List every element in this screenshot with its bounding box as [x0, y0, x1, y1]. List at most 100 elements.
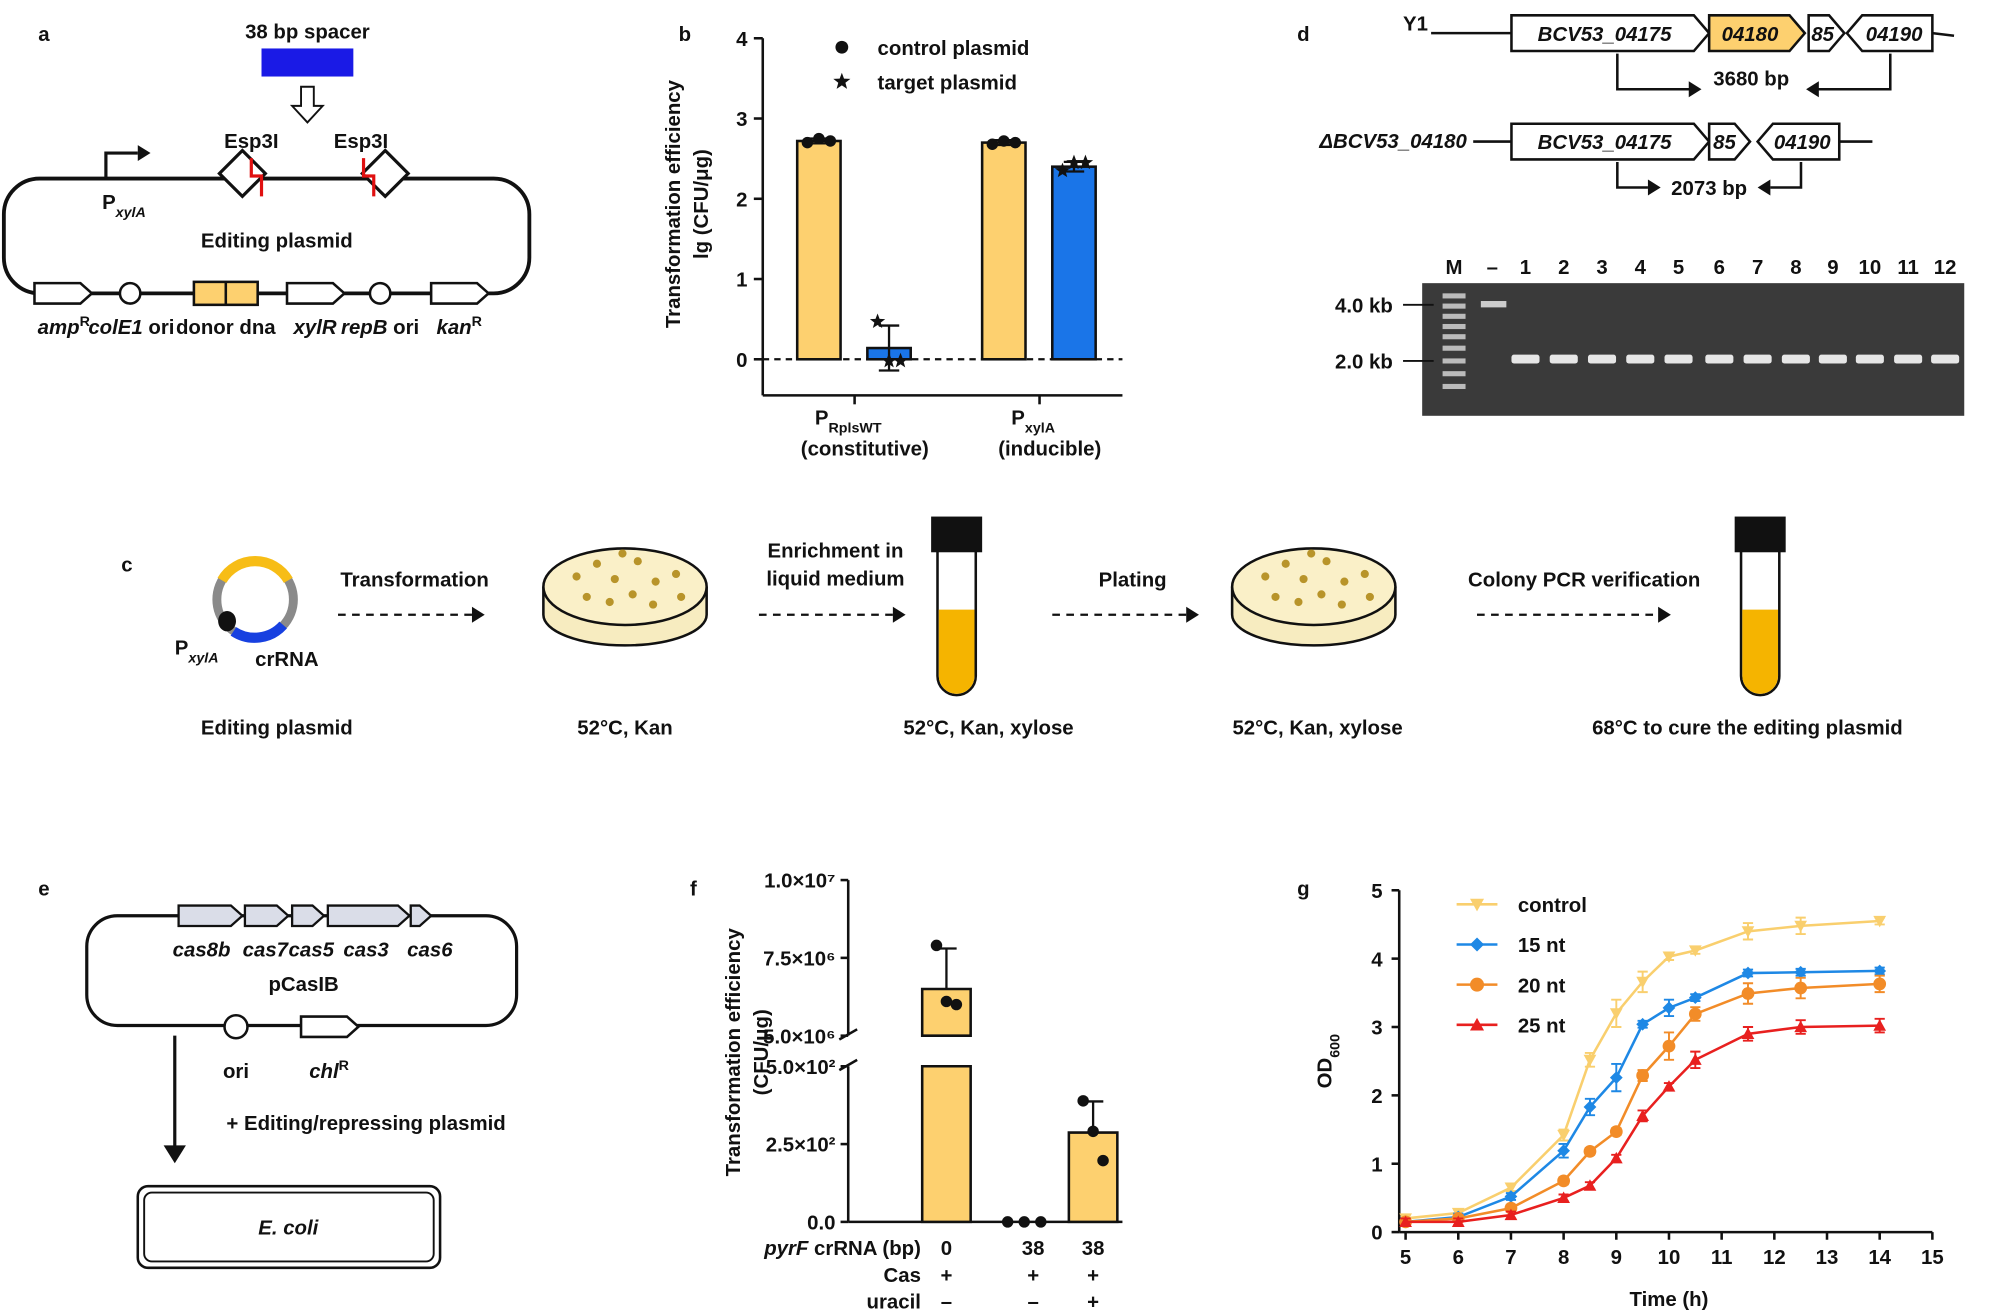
condition-value: +: [1027, 1265, 1039, 1287]
element-label: ampR: [38, 314, 91, 339]
data-point: [1557, 1144, 1571, 1158]
locus-line: [1932, 31, 1955, 37]
gene-label: cas7: [243, 940, 290, 962]
bar: [980, 141, 1027, 361]
tube-liquid: [938, 609, 975, 694]
x-tick-label: 8: [1558, 1247, 1569, 1269]
ladder-band: [1442, 334, 1466, 340]
y-axis-label: (CFU/μg): [751, 1009, 773, 1095]
y-tick-label: 5: [1371, 881, 1382, 903]
x-tick-label: PRplsWT: [815, 408, 882, 437]
y-tick-label: 2: [736, 189, 747, 211]
gel-band: [1626, 354, 1655, 364]
element-label: chlR: [309, 1058, 349, 1083]
data-point: [1504, 1208, 1518, 1221]
gene-arrow: [285, 281, 347, 305]
ladder-band: [1442, 371, 1466, 377]
gene-box: [1707, 14, 1807, 53]
hollow-arrow: [289, 85, 325, 124]
data-point: [1609, 1151, 1623, 1164]
host-box: [136, 1184, 442, 1270]
category-note: (inducible): [998, 438, 1101, 460]
legend-marker: [1470, 937, 1485, 952]
step-label: + Editing/repressing plasmid: [226, 1113, 505, 1135]
colony: [610, 574, 619, 584]
text-part: Cas: [884, 1265, 921, 1287]
data-point: [1035, 1216, 1047, 1228]
y-tick-label: 1: [736, 270, 747, 292]
y-tick-label: 3: [736, 109, 747, 131]
text-part: pyrF: [763, 1238, 809, 1260]
colony: [592, 559, 602, 568]
colony: [651, 577, 660, 586]
legend-label: control: [1518, 895, 1587, 917]
colony: [1322, 557, 1331, 566]
gene-arrow: [177, 904, 245, 928]
gene-arrow: [429, 281, 491, 305]
gene-box: [1707, 122, 1752, 161]
ori-circle: [118, 281, 142, 305]
condition-value: +: [940, 1265, 952, 1287]
x-tick-label: 10: [1658, 1247, 1681, 1269]
arrow-head: [137, 145, 151, 162]
colony: [677, 592, 686, 601]
lane-label: 4: [1635, 257, 1647, 279]
gel-band: [1855, 354, 1884, 364]
element-label: ori: [223, 1061, 249, 1083]
promoter-arrow: [104, 151, 138, 179]
data-point: [986, 138, 999, 150]
y-axis-label: Transformation efficiency: [663, 79, 685, 328]
gene-label: 85: [1713, 132, 1736, 154]
colony: [1365, 592, 1374, 601]
data-point: [1451, 1215, 1465, 1227]
ladder-band: [1442, 303, 1466, 309]
data-point: [1741, 966, 1755, 980]
colony: [628, 590, 637, 599]
legend-marker: [1470, 977, 1485, 992]
colony: [633, 557, 642, 566]
arrow-head: [163, 1145, 186, 1164]
condition-label: 68°C to cure the editing plasmid: [1592, 718, 1903, 740]
data-point: [1873, 977, 1887, 991]
step-label: Transformation: [340, 570, 488, 592]
y-tick-label: 1: [1371, 1154, 1382, 1176]
bar: [1051, 165, 1097, 361]
data-point: [1066, 154, 1082, 170]
data-point: [1557, 1174, 1571, 1188]
mutant-label: ΔBCV53_04180: [1318, 131, 1467, 153]
condition-value: –: [1027, 1292, 1038, 1314]
data-point: [1009, 136, 1022, 149]
y-axis-label: OD600: [1315, 1034, 1344, 1088]
text-part: crRNA (bp): [808, 1238, 921, 1260]
gel-band: [1480, 301, 1507, 308]
data-point: [1583, 1054, 1597, 1067]
series-line: [1405, 969, 1880, 1224]
text-part: E. coli: [258, 1218, 319, 1240]
data-point: [1077, 1095, 1089, 1107]
legend-marker: [835, 40, 849, 54]
condition-value: +: [1087, 1265, 1099, 1287]
data-point: [801, 136, 814, 149]
gene-label: 04190: [1774, 132, 1831, 154]
text-part: ori: [387, 317, 419, 339]
axis-break: [838, 1058, 858, 1072]
y-tick-label: 0: [736, 350, 747, 372]
data-point: [1662, 951, 1676, 963]
arrow-head: [1647, 179, 1661, 196]
condition-label: 52°C, Kan: [577, 718, 672, 740]
promoter-label: PxylA: [102, 192, 146, 221]
gene-label: cas3: [343, 940, 389, 962]
ladder-band: [1442, 313, 1466, 319]
gene-label: 04180: [1722, 24, 1779, 46]
site-label: Esp3I: [224, 131, 278, 153]
legend-marker: [833, 72, 851, 89]
text-part: kan: [436, 317, 471, 339]
data-point: [1583, 1145, 1597, 1158]
series-line: [1405, 919, 1880, 1220]
data-point: [1399, 1215, 1412, 1227]
data-point: [1688, 945, 1702, 957]
element-label: repB ori: [341, 317, 419, 339]
dish-top: [542, 547, 708, 627]
data-point: [1636, 1069, 1650, 1082]
legend-marker: [1470, 1017, 1485, 1031]
